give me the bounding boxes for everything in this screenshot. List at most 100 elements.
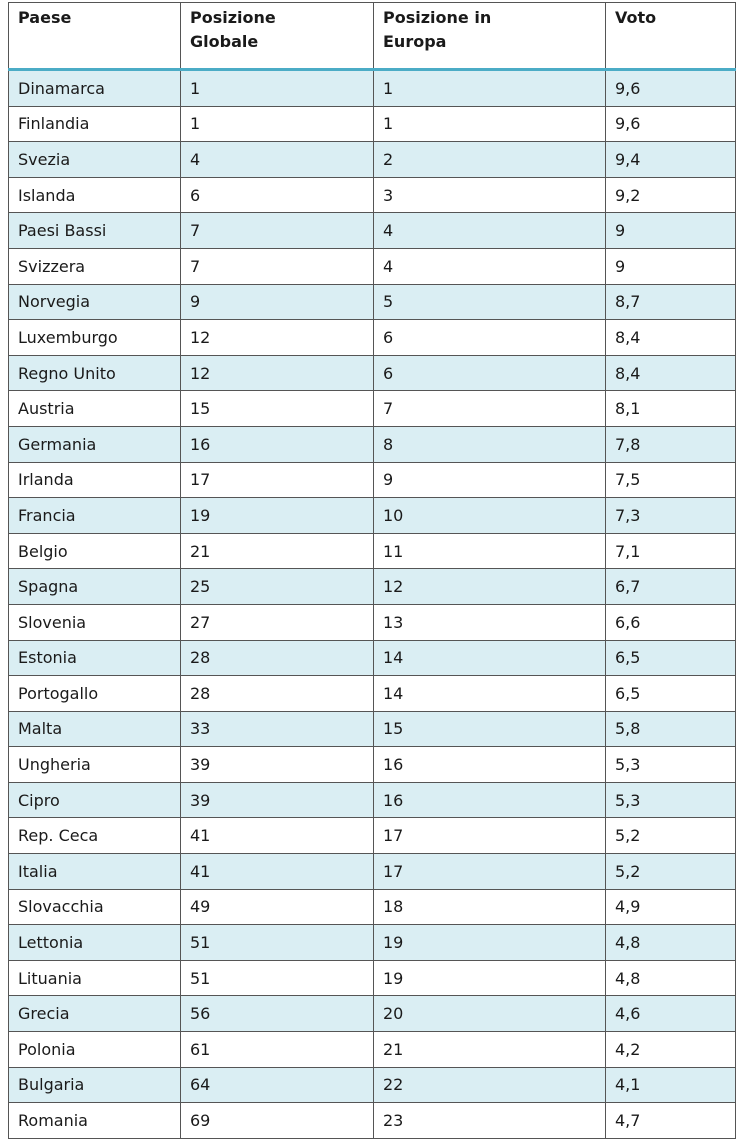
value-cell: 61 <box>180 1031 374 1068</box>
value-cell: 21 <box>180 532 374 570</box>
table-row: Dinamarca 1 1 9,6 <box>8 69 736 107</box>
table-row: Irlanda 17 9 7,5 <box>8 461 736 499</box>
value-cell: 5,2 <box>605 853 736 890</box>
value-cell: 6,7 <box>605 568 736 605</box>
value-cell: 15 <box>180 390 374 427</box>
value-cell: 14 <box>373 639 606 677</box>
header-text: Posizione in Europa <box>383 8 492 51</box>
value-cell: 19 <box>373 924 606 961</box>
country-cell: Paesi Bassi <box>8 212 181 249</box>
value-cell: 6,5 <box>605 639 736 677</box>
table-row: Lituania 51 19 4,8 <box>8 959 736 997</box>
value-cell: 23 <box>373 1102 606 1139</box>
country-cell: Estonia <box>8 639 181 677</box>
table-row: Luxemburgo 12 6 8,4 <box>8 319 736 356</box>
value-cell: 1 <box>373 69 606 107</box>
value-cell: 8,1 <box>605 390 736 427</box>
value-cell: 16 <box>180 425 374 463</box>
table-row: Cipro 39 16 5,3 <box>8 781 736 819</box>
table-row: Belgio 21 11 7,1 <box>8 532 736 570</box>
value-cell: 5,3 <box>605 746 736 783</box>
value-cell: 8 <box>373 425 606 463</box>
value-cell: 10 <box>373 497 606 534</box>
value-cell: 5,8 <box>605 710 736 748</box>
value-cell: 9,6 <box>605 69 736 107</box>
value-cell: 4 <box>180 141 374 178</box>
country-cell: Belgio <box>8 532 181 570</box>
table-row: Slovacchia 49 18 4,9 <box>8 888 736 926</box>
ranking-table: Paese Posizione Globale Posizione in Europ… <box>8 2 736 1139</box>
table-row: Grecia 56 20 4,6 <box>8 995 736 1033</box>
value-cell: 4,8 <box>605 959 736 997</box>
value-cell: 4,6 <box>605 995 736 1033</box>
country-cell: Svezia <box>8 141 181 178</box>
header-text: Paese <box>18 8 72 27</box>
value-cell: 9 <box>605 212 736 249</box>
value-cell: 51 <box>180 924 374 961</box>
value-cell: 4,9 <box>605 888 736 926</box>
value-cell: 3 <box>373 176 606 214</box>
value-cell: 51 <box>180 959 374 997</box>
table-row: Estonia 28 14 6,5 <box>8 639 736 677</box>
table-row: Svizzera 7 4 9 <box>8 247 736 285</box>
table-row: Romania 69 23 4,7 <box>8 1102 736 1139</box>
value-cell: 41 <box>180 817 374 855</box>
value-cell: 17 <box>180 461 374 499</box>
value-cell: 7 <box>180 247 374 285</box>
table-row: Slovenia 27 13 6,6 <box>8 603 736 641</box>
value-cell: 4,8 <box>605 924 736 961</box>
table-row: Svezia 4 2 9,4 <box>8 141 736 178</box>
table-row: Norvegia 9 5 8,7 <box>8 283 736 321</box>
value-cell: 14 <box>373 675 606 712</box>
header-text: Posizione Globale <box>190 8 276 51</box>
value-cell: 17 <box>373 817 606 855</box>
value-cell: 39 <box>180 746 374 783</box>
country-cell: Svizzera <box>8 247 181 285</box>
value-cell: 19 <box>373 959 606 997</box>
table-row: Paesi Bassi 7 4 9 <box>8 212 736 249</box>
value-cell: 9,2 <box>605 176 736 214</box>
value-cell: 17 <box>373 853 606 890</box>
header-cell: Posizione Globale <box>180 2 374 71</box>
table-row: Germania 16 8 7,8 <box>8 425 736 463</box>
value-cell: 1 <box>180 69 374 107</box>
value-cell: 2 <box>373 141 606 178</box>
value-cell: 22 <box>373 1066 606 1104</box>
table-row: Finlandia 1 1 9,6 <box>8 105 736 143</box>
value-cell: 1 <box>373 105 606 143</box>
country-cell: Dinamarca <box>8 69 181 107</box>
country-cell: Regno Unito <box>8 354 181 392</box>
value-cell: 4 <box>373 247 606 285</box>
table-row: Portogallo 28 14 6,5 <box>8 675 736 712</box>
value-cell: 25 <box>180 568 374 605</box>
value-cell: 18 <box>373 888 606 926</box>
country-cell: Grecia <box>8 995 181 1033</box>
country-cell: Irlanda <box>8 461 181 499</box>
country-cell: Francia <box>8 497 181 534</box>
country-cell: Norvegia <box>8 283 181 321</box>
value-cell: 15 <box>373 710 606 748</box>
value-cell: 7,5 <box>605 461 736 499</box>
country-cell: Slovenia <box>8 603 181 641</box>
country-cell: Slovacchia <box>8 888 181 926</box>
value-cell: 12 <box>180 354 374 392</box>
value-cell: 11 <box>373 532 606 570</box>
value-cell: 9,6 <box>605 105 736 143</box>
value-cell: 12 <box>180 319 374 356</box>
country-cell: Lituania <box>8 959 181 997</box>
value-cell: 49 <box>180 888 374 926</box>
value-cell: 5 <box>373 283 606 321</box>
header-cell: Paese <box>8 2 181 71</box>
country-cell: Cipro <box>8 781 181 819</box>
value-cell: 8,4 <box>605 354 736 392</box>
table-row: Ungheria 39 16 5,3 <box>8 746 736 783</box>
value-cell: 4,1 <box>605 1066 736 1104</box>
table-row: Malta 33 15 5,8 <box>8 710 736 748</box>
value-cell: 6 <box>373 354 606 392</box>
header-row: Paese Posizione Globale Posizione in Europ… <box>8 2 736 71</box>
country-cell: Germania <box>8 425 181 463</box>
value-cell: 6 <box>373 319 606 356</box>
value-cell: 8,7 <box>605 283 736 321</box>
value-cell: 7,3 <box>605 497 736 534</box>
table-row: Islanda 6 3 9,2 <box>8 176 736 214</box>
